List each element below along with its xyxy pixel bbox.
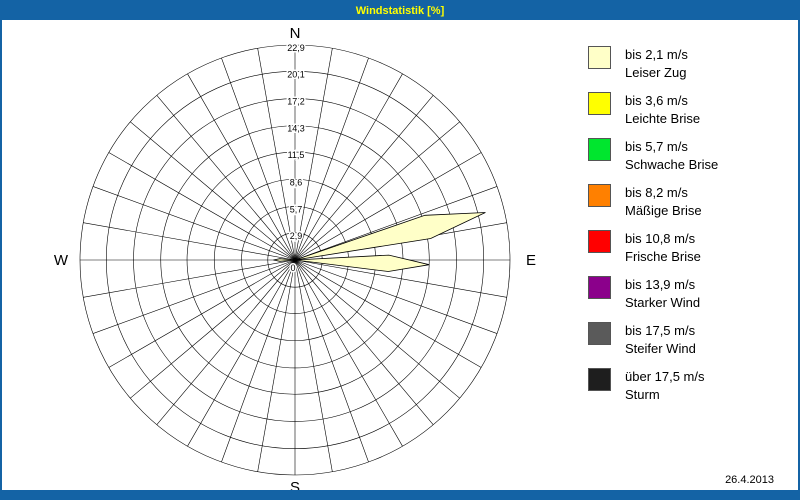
grid-spoke (108, 259, 296, 368)
legend-color-swatch (588, 184, 611, 207)
legend-item-label: bis 13,9 m/s Starker Wind (625, 277, 701, 310)
legend-item: bis 2,1 m/s Leiser Zug (588, 46, 718, 82)
title-bar: Windstatistik [%] (2, 2, 798, 20)
legend-item: bis 5,7 m/s Schwache Brise (588, 138, 718, 174)
rose-center (292, 257, 298, 263)
wind-petal (273, 258, 296, 262)
compass-label: S (290, 479, 300, 494)
grid-spoke (130, 259, 296, 399)
legend-item: bis 10,8 m/s Frische Brise (588, 230, 718, 266)
grid-spoke (187, 259, 296, 447)
grid-spoke (294, 259, 482, 368)
legend-item-label: bis 3,6 m/s Leichte Brise (625, 93, 701, 126)
compass-label: W (54, 252, 69, 269)
ring-tick-label: 8,6 (290, 177, 303, 187)
grid-spoke (294, 57, 369, 261)
date-label: 26.4.2013 (725, 474, 774, 486)
grid-spoke (108, 152, 296, 261)
legend: bis 2,1 m/s Leiser Zug bis 3,6 m/s Leichte … (588, 46, 718, 414)
grid-spoke (294, 121, 460, 261)
grid-spoke (156, 95, 296, 261)
grid-spoke (92, 259, 296, 334)
grid-spoke (294, 152, 482, 261)
ring-tick-label: 14,3 (287, 124, 305, 134)
grid-spoke (221, 57, 296, 261)
grid-spoke (294, 259, 460, 399)
grid-spoke (294, 259, 498, 334)
bottom-bar (2, 490, 798, 498)
legend-item: bis 17,5 m/s Steifer Wind (588, 322, 718, 358)
ring-tick-label: 2,9 (290, 231, 303, 241)
legend-color-swatch (588, 230, 611, 253)
grid-spoke (294, 259, 369, 463)
legend-color-swatch (588, 276, 611, 299)
compass-label: N (290, 25, 301, 42)
ring-tick-label: 17,2 (287, 97, 305, 107)
wind-petal (294, 212, 486, 261)
legend-item-label: bis 10,8 m/s Frische Brise (625, 231, 701, 264)
grid-spoke (294, 95, 434, 261)
grid-spoke (257, 48, 296, 261)
ring-tick-zero: 0 (290, 263, 295, 273)
ring-tick-label: 11,5 (288, 150, 305, 160)
ring-tick-label: 5,7 (290, 204, 303, 214)
wind-petal (294, 254, 430, 272)
grid-spoke (294, 186, 498, 261)
legend-item: bis 3,6 m/s Leichte Brise (588, 92, 718, 128)
compass-label: E (526, 252, 536, 269)
legend-color-swatch (588, 46, 611, 69)
grid-spoke (294, 259, 434, 425)
legend-color-swatch (588, 92, 611, 115)
grid-spoke (294, 259, 507, 298)
grid-spoke (257, 259, 296, 472)
grid-spoke (294, 73, 403, 261)
legend-item-label: bis 5,7 m/s Schwache Brise (625, 139, 719, 172)
legend-item: über 17,5 m/s Sturm (588, 368, 718, 404)
grid-spoke (187, 73, 296, 261)
ring-tick-label: 22,9 (287, 43, 305, 53)
legend-color-swatch (588, 138, 611, 161)
legend-item: bis 8,2 m/s Mäßige Brise (588, 184, 718, 220)
legend-item: bis 13,9 m/s Starker Wind (588, 276, 718, 312)
grid-spoke (156, 259, 296, 425)
wind-rose-chart: 2,9 5,7 8,6 11,5 14,3 17,2 20,1 22,9 0 N S W E (54, 25, 536, 494)
grid-spoke (83, 259, 296, 298)
grid-spoke (294, 259, 333, 472)
legend-item-label: bis 17,5 m/s Steifer Wind (625, 323, 696, 356)
ring-tick-label: 20,1 (287, 69, 305, 79)
legend-color-swatch (588, 368, 611, 391)
grid-spoke (83, 222, 296, 261)
legend-item-label: bis 8,2 m/s Mäßige Brise (625, 185, 702, 218)
grid-spoke (221, 259, 296, 463)
grid-spoke (130, 121, 296, 261)
grid-spoke (294, 259, 403, 447)
legend-color-swatch (588, 322, 611, 345)
legend-item-label: über 17,5 m/s Sturm (625, 369, 705, 402)
window-title: Windstatistik [%] (355, 5, 445, 17)
legend-item-label: bis 2,1 m/s Leiser Zug (625, 47, 688, 80)
grid-spoke (294, 48, 333, 261)
grid-spoke (92, 186, 296, 261)
